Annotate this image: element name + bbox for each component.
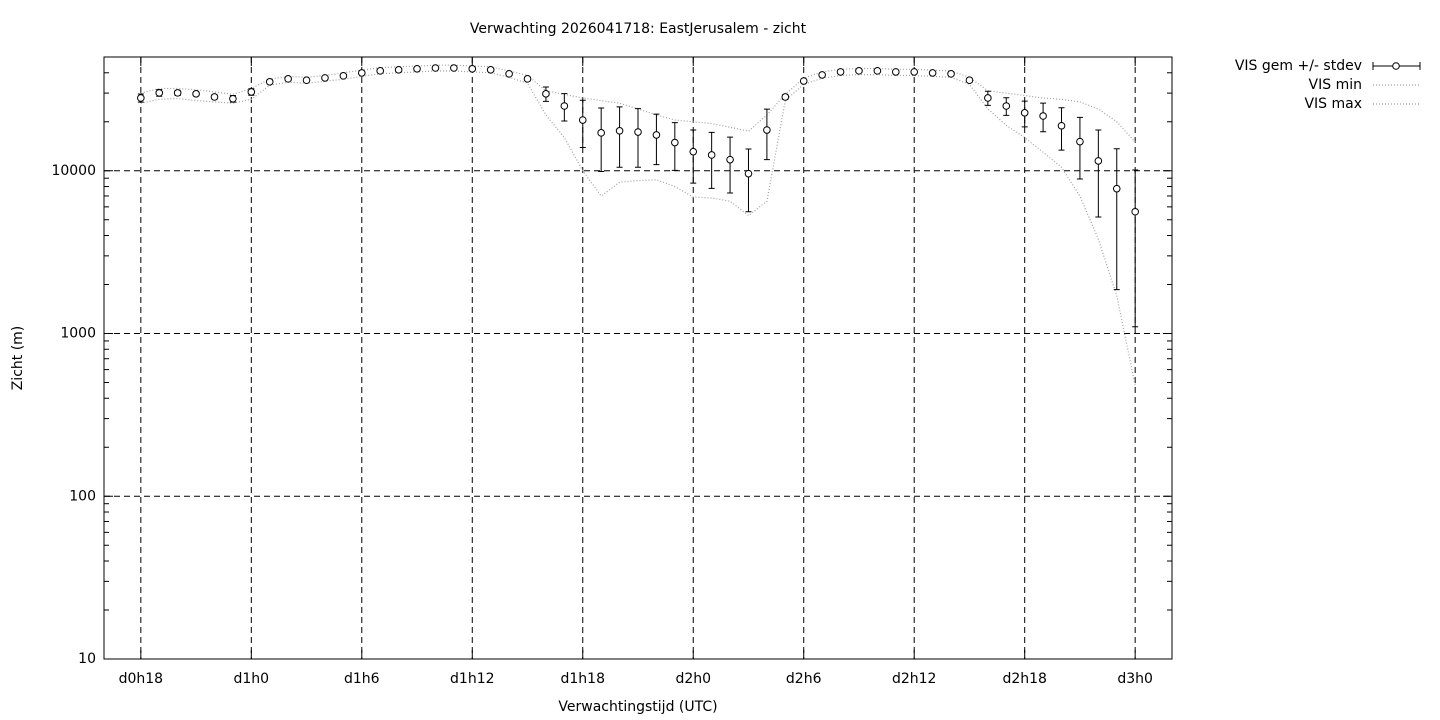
point: [836, 68, 845, 76]
point: [505, 70, 513, 78]
chart-title: Verwachting 2026041718: EastJerusalem - …: [470, 21, 807, 37]
point: [1094, 157, 1103, 165]
error-bar: [579, 99, 586, 148]
error-bar: [1095, 129, 1102, 218]
point: [652, 131, 661, 139]
point: [431, 64, 440, 72]
legend-label: VIS gem +/- stdev: [1235, 58, 1362, 74]
error-bar: [1113, 148, 1120, 291]
error-bar: [671, 122, 678, 171]
error-bar: [616, 106, 623, 168]
point: [394, 66, 403, 74]
point: [560, 102, 569, 110]
point: [1076, 137, 1084, 146]
point: [1057, 121, 1066, 130]
x-tick-label: d0h18: [119, 671, 163, 687]
x-tick-label: d2h6: [786, 671, 822, 687]
point: [229, 94, 237, 103]
plot-frame: [103, 56, 1173, 660]
legend-label: VIS min: [1309, 77, 1362, 93]
y-tick-label: 1000: [60, 326, 96, 342]
point: [578, 116, 587, 124]
error-bar: [635, 108, 641, 168]
point: [155, 89, 164, 97]
point: [597, 129, 605, 137]
point: [173, 89, 182, 97]
x-tick-label: d2h18: [1002, 671, 1046, 687]
error-bar: [653, 113, 660, 166]
point: [1112, 184, 1121, 193]
y-tick-label: 10: [78, 651, 96, 667]
point: [265, 78, 274, 86]
x-tick-label: d2h12: [892, 671, 936, 687]
point: [1002, 102, 1011, 110]
y-axis-label: Zicht (m): [10, 326, 26, 391]
point: [450, 64, 458, 72]
point: [671, 138, 679, 147]
point: [284, 75, 292, 83]
point: [984, 94, 992, 102]
point: [523, 75, 532, 83]
error-bar: [727, 136, 734, 194]
point: [818, 71, 826, 79]
x-tick-label: d2h0: [675, 671, 711, 687]
point: [744, 169, 753, 178]
point: [965, 76, 974, 85]
point: [339, 72, 348, 80]
point: [1039, 112, 1047, 120]
legend-label: VIS max: [1304, 96, 1362, 112]
point: [321, 74, 329, 82]
point: [192, 90, 200, 98]
point: [928, 69, 937, 77]
point: [468, 65, 477, 73]
error-bar: [763, 108, 770, 161]
x-tick-label: d1h6: [344, 671, 380, 687]
point: [707, 151, 716, 159]
point: [799, 77, 808, 85]
error-bar: [745, 148, 752, 213]
x-tick-label: d3h0: [1117, 671, 1153, 687]
x-tick-label: d1h0: [234, 671, 270, 687]
point: [210, 93, 219, 101]
point: [873, 67, 882, 75]
point: [137, 94, 145, 102]
point: [413, 65, 421, 73]
error-bar: [708, 131, 715, 189]
point: [1020, 109, 1029, 117]
y-tick-label: 100: [69, 488, 96, 504]
point: [689, 147, 698, 156]
point: [376, 67, 385, 75]
point: [891, 68, 900, 76]
point: [1131, 207, 1139, 216]
point: [910, 68, 919, 76]
point: [634, 128, 642, 136]
x-tick-label: d1h12: [450, 671, 494, 687]
x-axis-label: Verwachtingstijd (UTC): [558, 699, 717, 715]
point: [302, 76, 311, 85]
point: [781, 93, 790, 101]
point: [486, 66, 495, 74]
legend-swatch: [1392, 62, 1400, 70]
error-bar: [598, 107, 605, 172]
x-tick-label: d1h18: [561, 671, 605, 687]
y-tick-label: 10000: [51, 163, 96, 179]
point: [763, 126, 771, 134]
point: [542, 90, 550, 98]
point: [615, 126, 624, 135]
point: [726, 155, 734, 164]
point: [357, 69, 366, 77]
point: [247, 88, 256, 96]
error-bar: [1076, 116, 1083, 180]
error-bar: [690, 129, 697, 184]
point: [947, 70, 955, 78]
point: [855, 67, 863, 75]
error-bar: [1132, 169, 1139, 328]
